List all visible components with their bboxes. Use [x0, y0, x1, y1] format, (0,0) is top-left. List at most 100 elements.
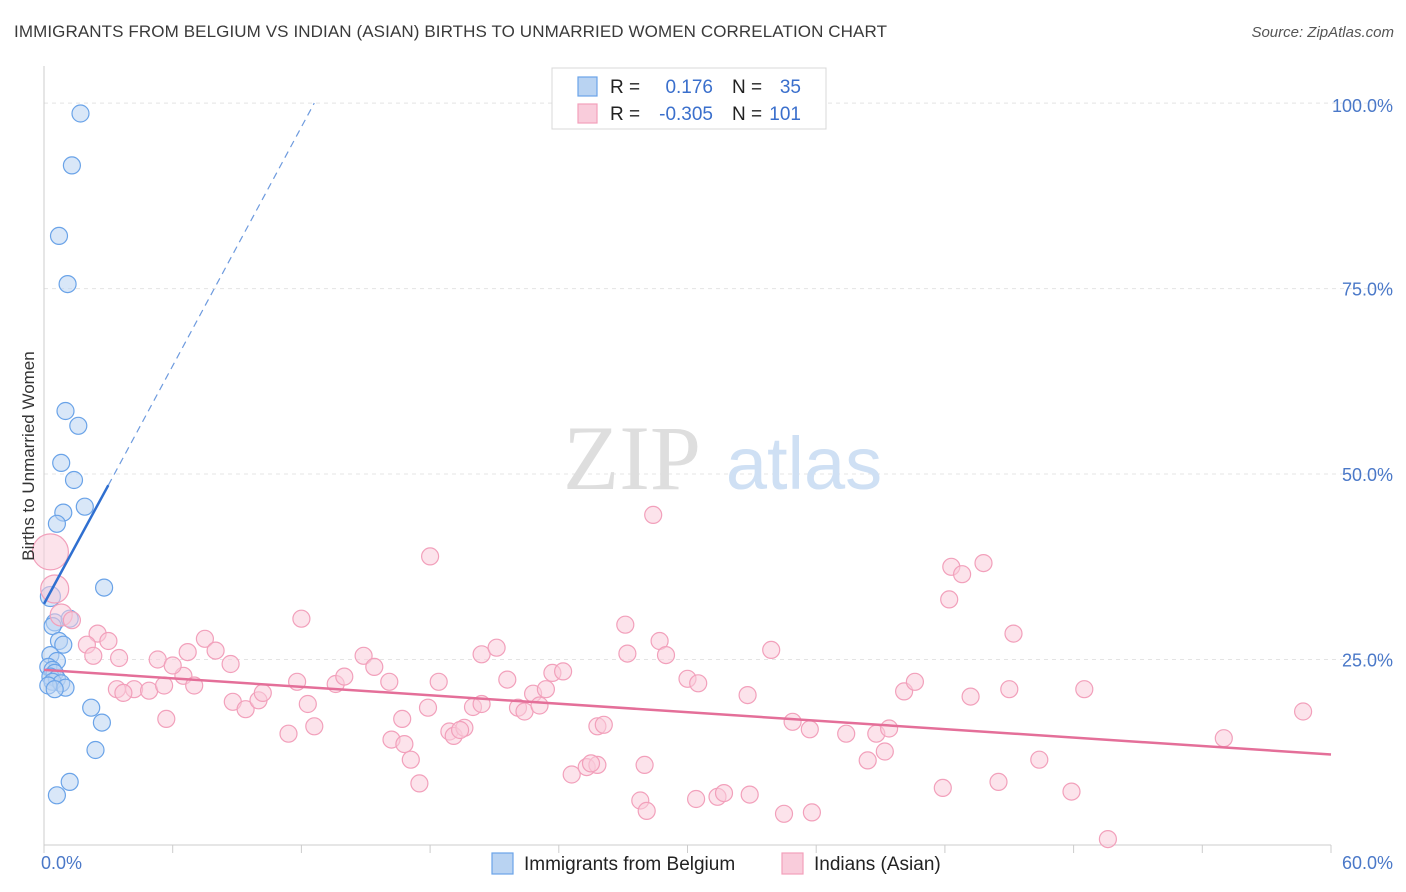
- indians-point-30: [305, 717, 324, 736]
- legend-swatch-belgium: [491, 852, 514, 875]
- belgium-point-6: [52, 453, 71, 472]
- stats-r-value-belgium: 0.176: [665, 77, 713, 98]
- axes: [43, 66, 1332, 853]
- indians-point-36: [393, 709, 412, 729]
- belgium-point-32: [86, 740, 105, 760]
- stats-box-frame: [551, 67, 827, 130]
- indians-point-40: [418, 698, 438, 717]
- belgium-point-10: [75, 497, 94, 516]
- stats-n-label-indians: N =: [732, 104, 762, 125]
- indians-point-65: [581, 754, 601, 773]
- indians-point-19: [114, 683, 133, 703]
- indians-point-57: [421, 547, 440, 566]
- indians-point-25: [253, 683, 272, 703]
- stats-r-value-indians: -0.305: [659, 104, 713, 125]
- stats-n-value-indians: 101: [769, 104, 801, 125]
- indians-point-68: [618, 644, 637, 663]
- indians-point-108: [1293, 702, 1313, 721]
- x-tick-label-1: 60.0%: [1342, 853, 1393, 873]
- watermark-zip: ZIP: [563, 407, 701, 509]
- indians-point-52: [530, 696, 549, 715]
- y-tick-labels: 25.0% 50.0% 75.0% 100.0%: [1332, 96, 1393, 670]
- indians-point-105: [1075, 680, 1094, 699]
- watermark-atlas: atlas: [726, 422, 882, 505]
- belgium-point-1: [62, 156, 82, 175]
- indians-point-90: [875, 742, 894, 761]
- indians-point-13: [221, 654, 240, 674]
- belgium-trend-dashed: [107, 102, 315, 486]
- indians-point-8: [109, 648, 129, 668]
- indians-point-11: [195, 629, 214, 648]
- indians-point-98: [974, 553, 993, 573]
- stats-n-label-belgium: N =: [732, 77, 762, 98]
- indians-point-97: [952, 565, 972, 584]
- stats-swatch-indians: [577, 103, 598, 124]
- indians-point-74: [644, 505, 663, 525]
- indians-point-39: [401, 750, 420, 769]
- indians-point-67: [616, 615, 635, 634]
- belgium-point-30: [82, 698, 101, 717]
- indians-point-93: [905, 672, 925, 691]
- legend-label-indians: Indians (Asian): [814, 854, 941, 875]
- indians-point-48: [498, 670, 517, 689]
- stats-box: R = 0.176 N = 35 R = -0.305 N = 101: [551, 67, 827, 130]
- indians-point-82: [762, 640, 781, 660]
- indians-point-7: [84, 646, 103, 665]
- belgium-point-2: [49, 226, 69, 245]
- data-points: [31, 104, 1313, 849]
- belgium-point-3: [58, 275, 77, 294]
- belgium-point-31: [92, 713, 112, 732]
- indians-point-35: [380, 672, 399, 691]
- indians-point-79: [714, 783, 734, 803]
- indians-point-94: [933, 778, 952, 798]
- indians-point-12: [206, 641, 225, 660]
- belgium-point-5: [69, 416, 88, 435]
- indians-point-55: [410, 774, 429, 793]
- chart-title: IMMIGRANTS FROM BELGIUM VS INDIAN (ASIAN…: [14, 22, 888, 41]
- indians-point-10: [178, 642, 197, 662]
- indians-point-0: [31, 533, 70, 571]
- legend-label-belgium: Immigrants from Belgium: [524, 854, 735, 875]
- belgium-point-9: [47, 514, 67, 533]
- stats-n-value-belgium: 35: [780, 77, 801, 98]
- indians-point-32: [335, 667, 354, 686]
- indians-point-56: [292, 609, 311, 628]
- x-tick-labels: 0.0% 60.0%: [41, 853, 1393, 873]
- indians-point-91: [879, 719, 899, 738]
- indians-point-103: [1030, 750, 1049, 769]
- y-tick-label-3: 100.0%: [1332, 96, 1393, 116]
- y-tick-label-2: 75.0%: [1342, 280, 1393, 300]
- belgium-point-0: [71, 104, 90, 123]
- indians-point-71: [637, 801, 656, 821]
- indians-point-41: [429, 672, 448, 691]
- stats-r-label-indians: R =: [610, 104, 640, 125]
- indians-point-83: [774, 804, 794, 823]
- stats-r-label-belgium: R =: [610, 77, 640, 98]
- indians-point-86: [800, 720, 819, 739]
- indians-point-46: [472, 645, 491, 664]
- stats-swatch-belgium: [577, 76, 598, 97]
- indians-point-27: [298, 694, 317, 714]
- indians-point-60: [553, 662, 573, 681]
- indians-point-61: [562, 765, 581, 784]
- indians-point-106: [1098, 829, 1118, 849]
- indians-point-69: [635, 755, 654, 775]
- indians-point-100: [989, 772, 1008, 792]
- x-tick-label-0: 0.0%: [41, 853, 82, 873]
- indians-point-88: [858, 751, 877, 770]
- trend-lines: [42, 102, 1332, 756]
- indians-point-66: [594, 715, 613, 734]
- indians-point-84: [783, 712, 802, 731]
- legend-swatch-indians: [781, 852, 804, 875]
- indians-point-47: [487, 638, 506, 657]
- indians-point-76: [689, 674, 708, 693]
- belgium-point-7: [64, 470, 84, 490]
- indians-point-1: [40, 574, 70, 604]
- gridlines: [44, 102, 1393, 661]
- indians-point-3: [62, 611, 82, 630]
- indians-point-85: [802, 803, 822, 822]
- belgium-point-29: [45, 680, 64, 699]
- indians-point-34: [365, 657, 384, 677]
- indians-point-81: [740, 785, 759, 804]
